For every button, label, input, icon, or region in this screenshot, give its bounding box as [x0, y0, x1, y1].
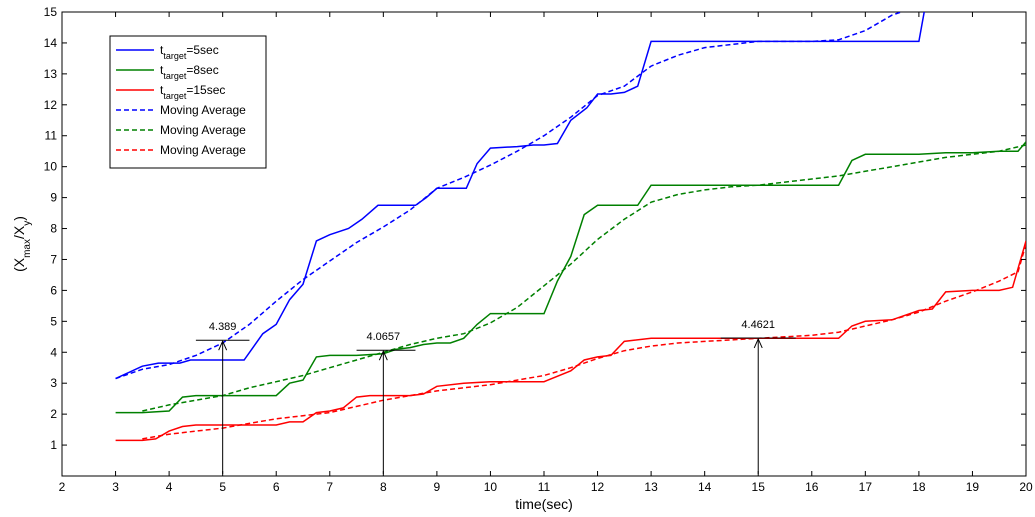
y-axis-title-sub2: y	[22, 221, 33, 226]
x-tick-label: 13	[644, 480, 658, 494]
legend-entry: ttarget=8sec	[160, 63, 219, 81]
y-tick-label: 4	[50, 345, 57, 359]
x-tick-label: 9	[434, 480, 441, 494]
series-line-1	[115, 141, 1026, 414]
annotation-arrow-head	[753, 337, 763, 349]
x-tick-label: 8	[380, 480, 387, 494]
x-tick-label: 15	[752, 480, 766, 494]
x-tick-label: 19	[966, 480, 980, 494]
series-line-2	[115, 240, 1026, 442]
annotation-label: 4.389	[209, 321, 237, 333]
x-tick-label: 12	[591, 480, 605, 494]
annotation-label: 4.4621	[741, 319, 775, 331]
x-tick-label: 11	[538, 480, 551, 494]
y-tick-label: 13	[44, 67, 58, 81]
series-line-5	[142, 243, 1026, 440]
y-tick-label: 15	[44, 5, 58, 19]
x-axis-title: time(sec)	[515, 496, 573, 512]
x-tick-label: 7	[326, 480, 333, 494]
y-axis-title-sub1: max	[22, 239, 33, 258]
y-tick-label: 9	[50, 191, 57, 205]
y-tick-label: 11	[45, 129, 58, 143]
legend-entry: Moving Average	[160, 123, 246, 137]
y-tick-label: 7	[50, 252, 57, 266]
y-tick-label: 12	[44, 98, 58, 112]
annotation-label: 4.0657	[367, 331, 401, 343]
x-tick-label: 2	[59, 480, 66, 494]
y-tick-label: 8	[50, 222, 57, 236]
x-tick-label: 18	[912, 480, 926, 494]
x-tick-label: 16	[805, 480, 819, 494]
x-tick-label: 3	[112, 480, 119, 494]
y-tick-label: 14	[44, 36, 58, 50]
y-tick-label: 2	[50, 407, 57, 421]
y-tick-label: 5	[50, 314, 57, 328]
x-tick-label: 5	[219, 480, 226, 494]
legend-entry: Moving Average	[160, 103, 246, 117]
x-tick-label: 10	[484, 480, 498, 494]
y-axis-title-base: (X	[11, 257, 27, 272]
y-axis-title-mid: /X	[11, 225, 27, 239]
legend-box	[109, 35, 267, 169]
x-tick-label: 6	[273, 480, 280, 494]
x-tick-label: 4	[166, 480, 173, 494]
y-tick-label: 6	[50, 283, 57, 297]
series-line-3	[115, 12, 904, 380]
legend: ttarget=5sec ttarget=8sec ttarget=15sec Mov…	[109, 35, 267, 169]
y-axis-title: (Xmax/Xy)	[11, 216, 33, 272]
y-tick-label: 3	[50, 376, 57, 390]
series-line-0	[115, 12, 925, 380]
annotation-arrow-head	[218, 340, 228, 351]
y-axis-title-end: )	[11, 216, 27, 221]
annotation-arrow-head	[378, 350, 388, 361]
x-tick-label: 14	[698, 480, 712, 494]
legend-entry: Moving Average	[160, 143, 246, 157]
annotation-layer: 4.389 4.0657 4.4621	[195, 319, 796, 474]
legend-entry: ttarget=5sec	[160, 43, 219, 61]
axis-layer: 2 3 4 5 6 7 8 9 10 11 12 13 14 15 16 17 18 19 201234567891…	[44, 5, 1033, 494]
legend-entry: ttarget=15sec	[160, 83, 225, 101]
series-layer	[115, 12, 1026, 442]
x-tick-label: 17	[859, 480, 873, 494]
x-tick-label: 20	[1019, 480, 1033, 494]
y-tick-label: 1	[50, 438, 57, 452]
y-tick-label: 10	[44, 160, 58, 174]
